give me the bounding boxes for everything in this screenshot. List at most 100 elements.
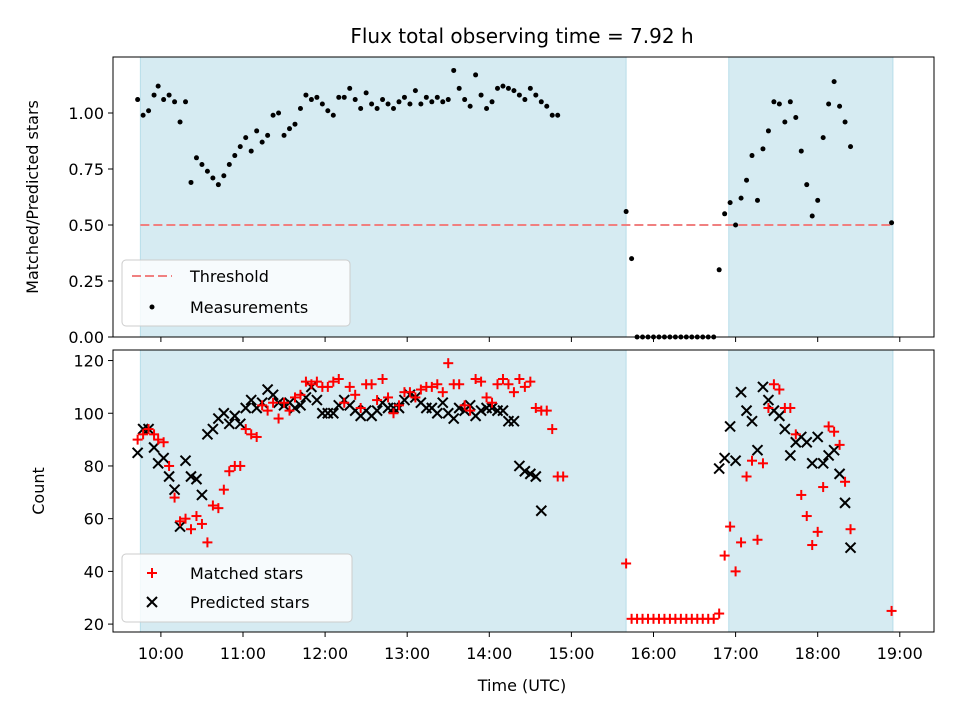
predicted-stars-point: [746, 415, 758, 427]
matched-stars-point: [322, 381, 333, 392]
matched-stars-point: [257, 400, 268, 411]
measurement-point: [380, 97, 386, 103]
matched-stars-point: [514, 373, 525, 384]
matched-stars-point: [149, 429, 160, 440]
matched-stars-point: [714, 608, 725, 619]
xtick-label: 17:00: [713, 644, 759, 663]
measurement-point: [733, 222, 739, 228]
predicted-stars-point: [179, 454, 192, 467]
matched-stars-point: [801, 511, 812, 522]
predicted-stars-point: [168, 483, 181, 496]
predicted-stars-point: [234, 418, 246, 430]
measurements-legend-marker: [149, 304, 155, 310]
measurement-point: [889, 220, 895, 226]
xtick-label: 19:00: [877, 644, 923, 663]
measurement-point: [538, 99, 544, 105]
matched-stars-point: [845, 524, 856, 535]
measurement-point: [248, 148, 254, 154]
predicted-stars-point: [437, 397, 449, 409]
matched-stars-point: [213, 503, 224, 514]
measurement-point: [336, 94, 342, 100]
observing-window-2: [728, 349, 894, 633]
measurement-point: [341, 94, 347, 100]
predicted-stars-point: [806, 457, 818, 470]
matched-stars-point: [224, 466, 235, 477]
predicted-stars-point: [530, 470, 542, 483]
matched-stars-point: [372, 395, 383, 406]
matched-stars-point: [818, 482, 829, 493]
matched-stars-point: [708, 613, 719, 624]
matched-stars-point: [503, 379, 514, 390]
measurement-point: [722, 211, 728, 217]
measurement-point: [544, 103, 550, 109]
predicted-stars-point: [229, 410, 241, 422]
predicted-stars-point: [431, 407, 444, 419]
measurement-point: [314, 94, 320, 100]
predicted-stars-point: [801, 436, 813, 448]
predicted-stars-point: [729, 454, 742, 467]
measurement-point: [522, 97, 528, 103]
measurement-point: [401, 94, 407, 100]
measurement-point: [831, 79, 837, 85]
measurement-point: [412, 88, 418, 94]
matched-stars-point: [207, 500, 218, 511]
bottom-y-axis-label: Count: [29, 467, 48, 515]
measurement-point: [243, 135, 249, 141]
measurement-point: [358, 106, 364, 112]
measurement-point: [793, 114, 799, 120]
top-ytick-label: 0.75: [68, 160, 104, 179]
predicted-stars-point: [784, 449, 797, 462]
measurement-point: [226, 162, 232, 168]
predicted-stars-point: [524, 468, 537, 480]
measurement-point: [842, 119, 848, 125]
matched-stars-point: [481, 392, 492, 403]
matched-stars-point: [834, 439, 845, 450]
matched-stars-point: [785, 402, 796, 413]
measurement-point: [473, 72, 479, 78]
legend-matched-stars: Matched stars: [190, 564, 303, 583]
measurement-point: [533, 92, 539, 98]
measurement-point: [325, 108, 331, 114]
measurement-point: [303, 92, 309, 98]
predicted-stars-point: [724, 420, 736, 433]
measurement-point: [287, 126, 293, 132]
top-ytick-label: 0.00: [68, 328, 104, 347]
predicted-stars-point: [267, 389, 279, 401]
matched-stars-point: [470, 373, 481, 384]
matched-stars-point: [840, 476, 851, 487]
measurement-point: [151, 92, 157, 98]
matched-stars-point: [774, 384, 785, 395]
predicted-stars-point: [773, 410, 786, 422]
matched-stars-point: [246, 429, 257, 440]
xtick-label: 15:00: [548, 644, 594, 663]
measurement-point: [161, 97, 167, 103]
matched-stars-point: [393, 400, 404, 411]
measurement-point: [798, 148, 804, 154]
predicted-stars-point: [713, 462, 725, 475]
measurement-point: [265, 132, 271, 138]
predicted-stars-point: [833, 468, 846, 480]
xtick-label: 11:00: [220, 644, 266, 663]
matched-stars-point: [377, 373, 388, 384]
measurement-point: [727, 200, 733, 206]
matched-stars-point: [525, 376, 536, 387]
matched-stars-point: [768, 379, 779, 390]
matched-stars-point: [333, 373, 344, 384]
measurement-point: [308, 97, 314, 103]
measurement-point: [511, 88, 517, 94]
measurement-point: [146, 108, 152, 114]
measurement-point: [140, 112, 146, 118]
matched-stars-point: [410, 392, 421, 403]
measurement-point: [292, 121, 298, 127]
predicted-stars-point: [757, 381, 769, 393]
predicted-stars-point: [190, 473, 203, 485]
measurement-point: [489, 99, 495, 105]
matched-stars-point: [508, 387, 519, 398]
matched-stars-point: [218, 484, 229, 495]
predicted-stars-point: [486, 402, 498, 414]
matched-stars-point: [730, 566, 741, 577]
matched-stars-point: [295, 389, 306, 400]
predicted-stars-point: [311, 394, 323, 406]
measurement-point: [237, 144, 243, 150]
matched-stars-point: [747, 455, 758, 466]
